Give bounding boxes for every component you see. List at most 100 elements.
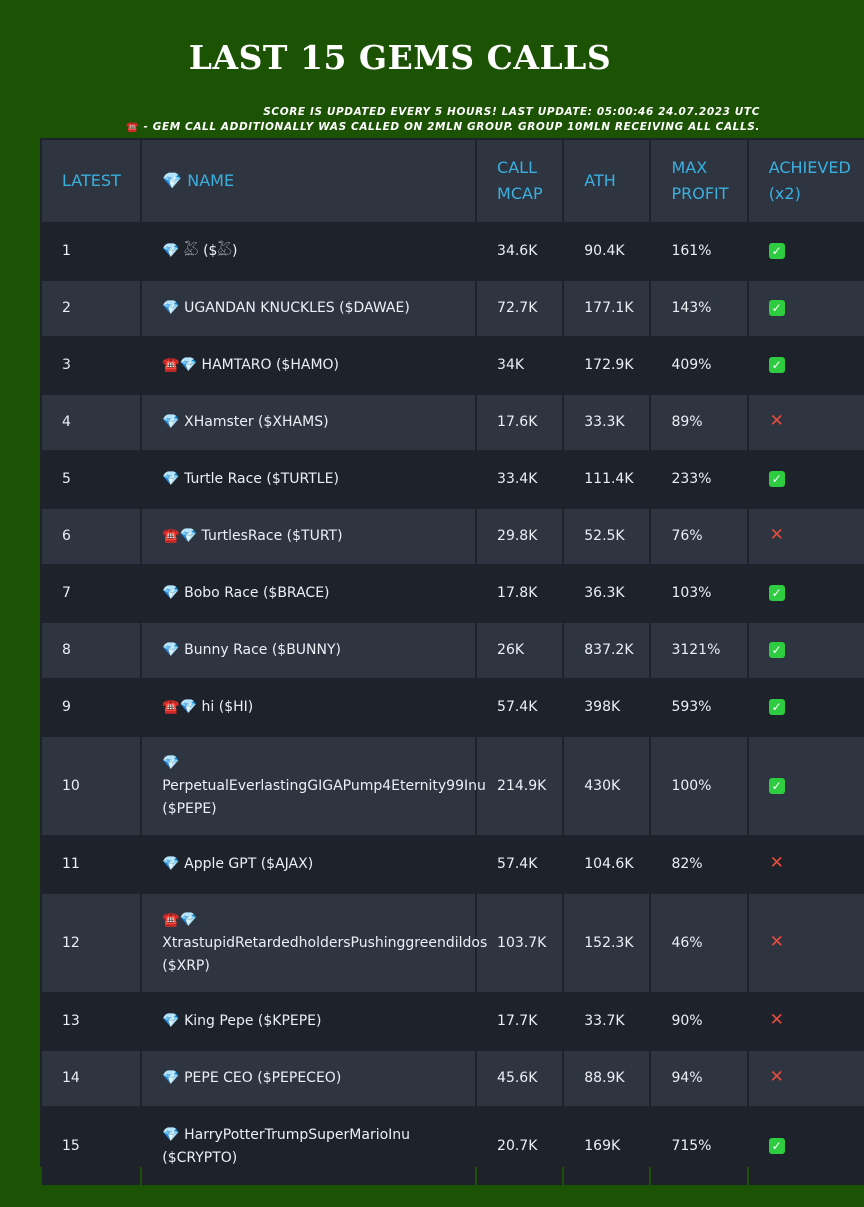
- column-header-max-profit: MAX PROFIT: [651, 140, 747, 222]
- row-achieved: ✕: [748, 1051, 864, 1106]
- row-ath: 837.2K: [564, 623, 650, 678]
- row-latest: 8: [42, 623, 141, 678]
- row-max-profit: 82%: [651, 837, 747, 892]
- row-name: 💎 𓅷 ($𓅷): [142, 224, 476, 279]
- row-max-profit: 90%: [651, 994, 747, 1049]
- row-ath: 90.4K: [564, 224, 650, 279]
- row-name: 💎 PEPE CEO ($PEPECEO): [142, 1051, 476, 1106]
- row-call-mcap: 17.8K: [477, 566, 563, 621]
- row-achieved: ✓: [748, 224, 864, 279]
- row-call-mcap: 103.7K: [477, 894, 563, 992]
- update-notes: SCORE IS UPDATED EVERY 5 HOURS! LAST UPD…: [126, 105, 760, 135]
- row-ath: 152.3K: [564, 894, 650, 992]
- row-ath: 169K: [564, 1108, 650, 1185]
- check-mark-icon: ✓: [768, 471, 785, 487]
- update-note: SCORE IS UPDATED EVERY 5 HOURS! LAST UPD…: [263, 106, 760, 118]
- row-ath: 88.9K: [564, 1051, 650, 1106]
- row-latest: 4: [42, 395, 141, 450]
- row-max-profit: 715%: [651, 1108, 747, 1185]
- row-achieved: ✓: [748, 680, 864, 735]
- row-max-profit: 89%: [651, 395, 747, 450]
- row-max-profit: 3121%: [651, 623, 747, 678]
- row-latest: 6: [42, 509, 141, 564]
- row-latest: 10: [42, 737, 141, 835]
- row-latest: 14: [42, 1051, 141, 1106]
- group-note: ☎️ - GEM CALL ADDITIONALLY WAS CALLED ON…: [126, 120, 760, 135]
- row-achieved: ✓: [748, 737, 864, 835]
- row-max-profit: 76%: [651, 509, 747, 564]
- check-mark-icon: ✓: [768, 300, 785, 316]
- row-call-mcap: 29.8K: [477, 509, 563, 564]
- row-name: 💎 Turtle Race ($TURTLE): [142, 452, 476, 507]
- row-achieved: ✓: [748, 338, 864, 393]
- row-achieved: ✓: [748, 623, 864, 678]
- column-header-latest: LATEST: [42, 140, 141, 222]
- row-achieved: ✓: [748, 566, 864, 621]
- row-latest: 5: [42, 452, 141, 507]
- table-row: 6 ☎️💎 TurtlesRace ($TURT) 29.8K 52.5K 76% ✕: [42, 509, 864, 564]
- table-row: 9 ☎️💎 hi ($HI) 57.4K 398K 593% ✓: [42, 680, 864, 735]
- row-name: 💎 XHamster ($XHAMS): [142, 395, 476, 450]
- row-achieved: ✕: [748, 395, 864, 450]
- row-name: 💎 Bobo Race ($BRACE): [142, 566, 476, 621]
- check-mark-icon: ✓: [768, 1138, 785, 1154]
- cross-mark-icon: ✕: [769, 931, 784, 952]
- row-ath: 430K: [564, 737, 650, 835]
- row-name: 💎 PerpetualEverlastingGIGAPump4Eternity9…: [142, 737, 486, 835]
- row-achieved: ✕: [748, 837, 864, 892]
- column-header-name: 💎 NAME: [142, 140, 476, 222]
- row-achieved: ✓: [748, 1108, 864, 1185]
- column-header-call-mcap: CALL MCAP: [477, 140, 563, 222]
- row-latest: 7: [42, 566, 141, 621]
- row-achieved: ✓: [748, 452, 864, 507]
- row-achieved: ✕: [748, 509, 864, 564]
- row-max-profit: 409%: [651, 338, 747, 393]
- row-ath: 52.5K: [564, 509, 650, 564]
- check-mark-icon: ✓: [768, 585, 785, 601]
- row-call-mcap: 33.4K: [477, 452, 563, 507]
- table-row: 7 💎 Bobo Race ($BRACE) 17.8K 36.3K 103% ✓: [42, 566, 864, 621]
- check-mark-icon: ✓: [768, 357, 785, 373]
- row-name: ☎️💎 hi ($HI): [142, 680, 476, 735]
- row-max-profit: 46%: [651, 894, 747, 992]
- row-max-profit: 103%: [651, 566, 747, 621]
- row-call-mcap: 45.6K: [477, 1051, 563, 1106]
- row-name: ☎️💎 TurtlesRace ($TURT): [142, 509, 476, 564]
- row-call-mcap: 57.4K: [477, 837, 563, 892]
- row-call-mcap: 72.7K: [477, 281, 563, 336]
- row-latest: 11: [42, 837, 141, 892]
- table-row: 3 ☎️💎 HAMTARO ($HAMO) 34K 172.9K 409% ✓: [42, 338, 864, 393]
- check-mark-icon: ✓: [768, 243, 785, 259]
- table-row: 2 💎 UGANDAN KNUCKLES ($DAWAE) 72.7K 177.1K 1…: [42, 281, 864, 336]
- table-row: 15 💎 HarryPotterTrumpSuperMarioInu ($CRYP…: [42, 1108, 864, 1185]
- table-row: 4 💎 XHamster ($XHAMS) 17.6K 33.3K 89% ✕: [42, 395, 864, 450]
- row-latest: 12: [42, 894, 141, 992]
- cross-mark-icon: ✕: [769, 411, 784, 431]
- row-name: ☎️💎 XtrastupidRetardedholdersPushinggree…: [142, 894, 487, 992]
- cross-mark-icon: ✕: [769, 525, 784, 545]
- row-name: ☎️💎 HAMTARO ($HAMO): [142, 338, 476, 393]
- row-ath: 33.7K: [564, 994, 650, 1049]
- check-mark-icon: ✓: [768, 642, 785, 658]
- table-row: 8 💎 Bunny Race ($BUNNY) 26K 837.2K 3121% ✓: [42, 623, 864, 678]
- row-ath: 33.3K: [564, 395, 650, 450]
- table-row: 13 💎 King Pepe ($KPEPE) 17.7K 33.7K 90% ✕: [42, 994, 864, 1049]
- row-ath: 104.6K: [564, 837, 650, 892]
- group-note-text: - GEM CALL ADDITIONALLY WAS CALLED ON 2M…: [139, 121, 760, 133]
- gems-calls-table: LATEST 💎 NAME CALL MCAP ATH MAX PROFIT A…: [40, 138, 864, 1187]
- row-name: 💎 Apple GPT ($AJAX): [142, 837, 476, 892]
- table-row: 12 ☎️💎 XtrastupidRetardedholdersPushinggr…: [42, 894, 864, 992]
- row-max-profit: 233%: [651, 452, 747, 507]
- row-achieved: ✕: [748, 894, 864, 992]
- row-ath: 398K: [564, 680, 650, 735]
- row-ath: 111.4K: [564, 452, 650, 507]
- row-name: 💎 UGANDAN KNUCKLES ($DAWAE): [142, 281, 476, 336]
- row-call-mcap: 34.6K: [477, 224, 563, 279]
- row-ath: 36.3K: [564, 566, 650, 621]
- row-latest: 3: [42, 338, 141, 393]
- row-latest: 15: [42, 1108, 141, 1185]
- row-call-mcap: 20.7K: [477, 1108, 563, 1185]
- cross-mark-icon: ✕: [769, 1067, 784, 1087]
- row-ath: 177.1K: [564, 281, 650, 336]
- gems-table-container: LATEST 💎 NAME CALL MCAP ATH MAX PROFIT A…: [40, 138, 864, 1185]
